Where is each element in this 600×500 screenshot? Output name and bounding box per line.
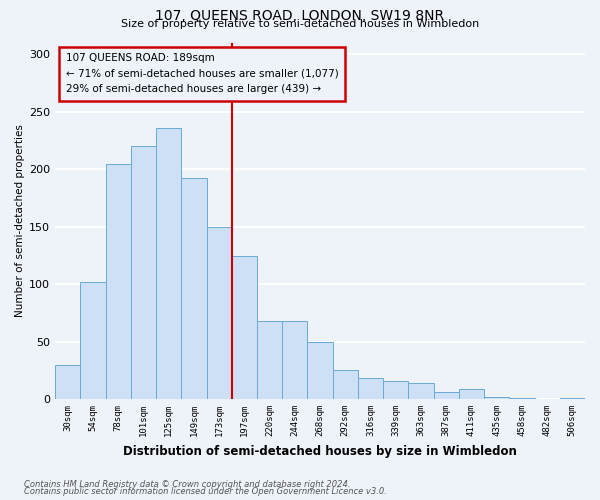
Text: Contains public sector information licensed under the Open Government Licence v3: Contains public sector information licen… (24, 487, 387, 496)
Y-axis label: Number of semi-detached properties: Number of semi-detached properties (15, 124, 25, 317)
Bar (307, 342, 332, 399)
Bar (282, 321, 307, 399)
Bar (484, 397, 509, 399)
Bar (156, 128, 181, 399)
Bar (434, 392, 459, 399)
Bar (560, 398, 585, 399)
Bar (55, 364, 80, 399)
Text: Size of property relative to semi-detached houses in Wimbledon: Size of property relative to semi-detach… (121, 19, 479, 29)
Bar (181, 178, 206, 399)
Bar (131, 146, 156, 399)
Bar (332, 370, 358, 399)
Bar (358, 378, 383, 399)
Bar (257, 321, 282, 399)
Bar (232, 256, 257, 399)
Text: 107, QUEENS ROAD, LONDON, SW19 8NR: 107, QUEENS ROAD, LONDON, SW19 8NR (155, 9, 445, 23)
Bar (80, 282, 106, 399)
Bar (509, 398, 535, 399)
Bar (383, 380, 409, 399)
Text: 107 QUEENS ROAD: 189sqm
← 71% of semi-detached houses are smaller (1,077)
29% of: 107 QUEENS ROAD: 189sqm ← 71% of semi-de… (66, 53, 338, 94)
Bar (459, 388, 484, 399)
Text: Contains HM Land Registry data © Crown copyright and database right 2024.: Contains HM Land Registry data © Crown c… (24, 480, 350, 489)
Bar (106, 164, 131, 399)
X-axis label: Distribution of semi-detached houses by size in Wimbledon: Distribution of semi-detached houses by … (123, 444, 517, 458)
Bar (206, 226, 232, 399)
Bar (409, 383, 434, 399)
